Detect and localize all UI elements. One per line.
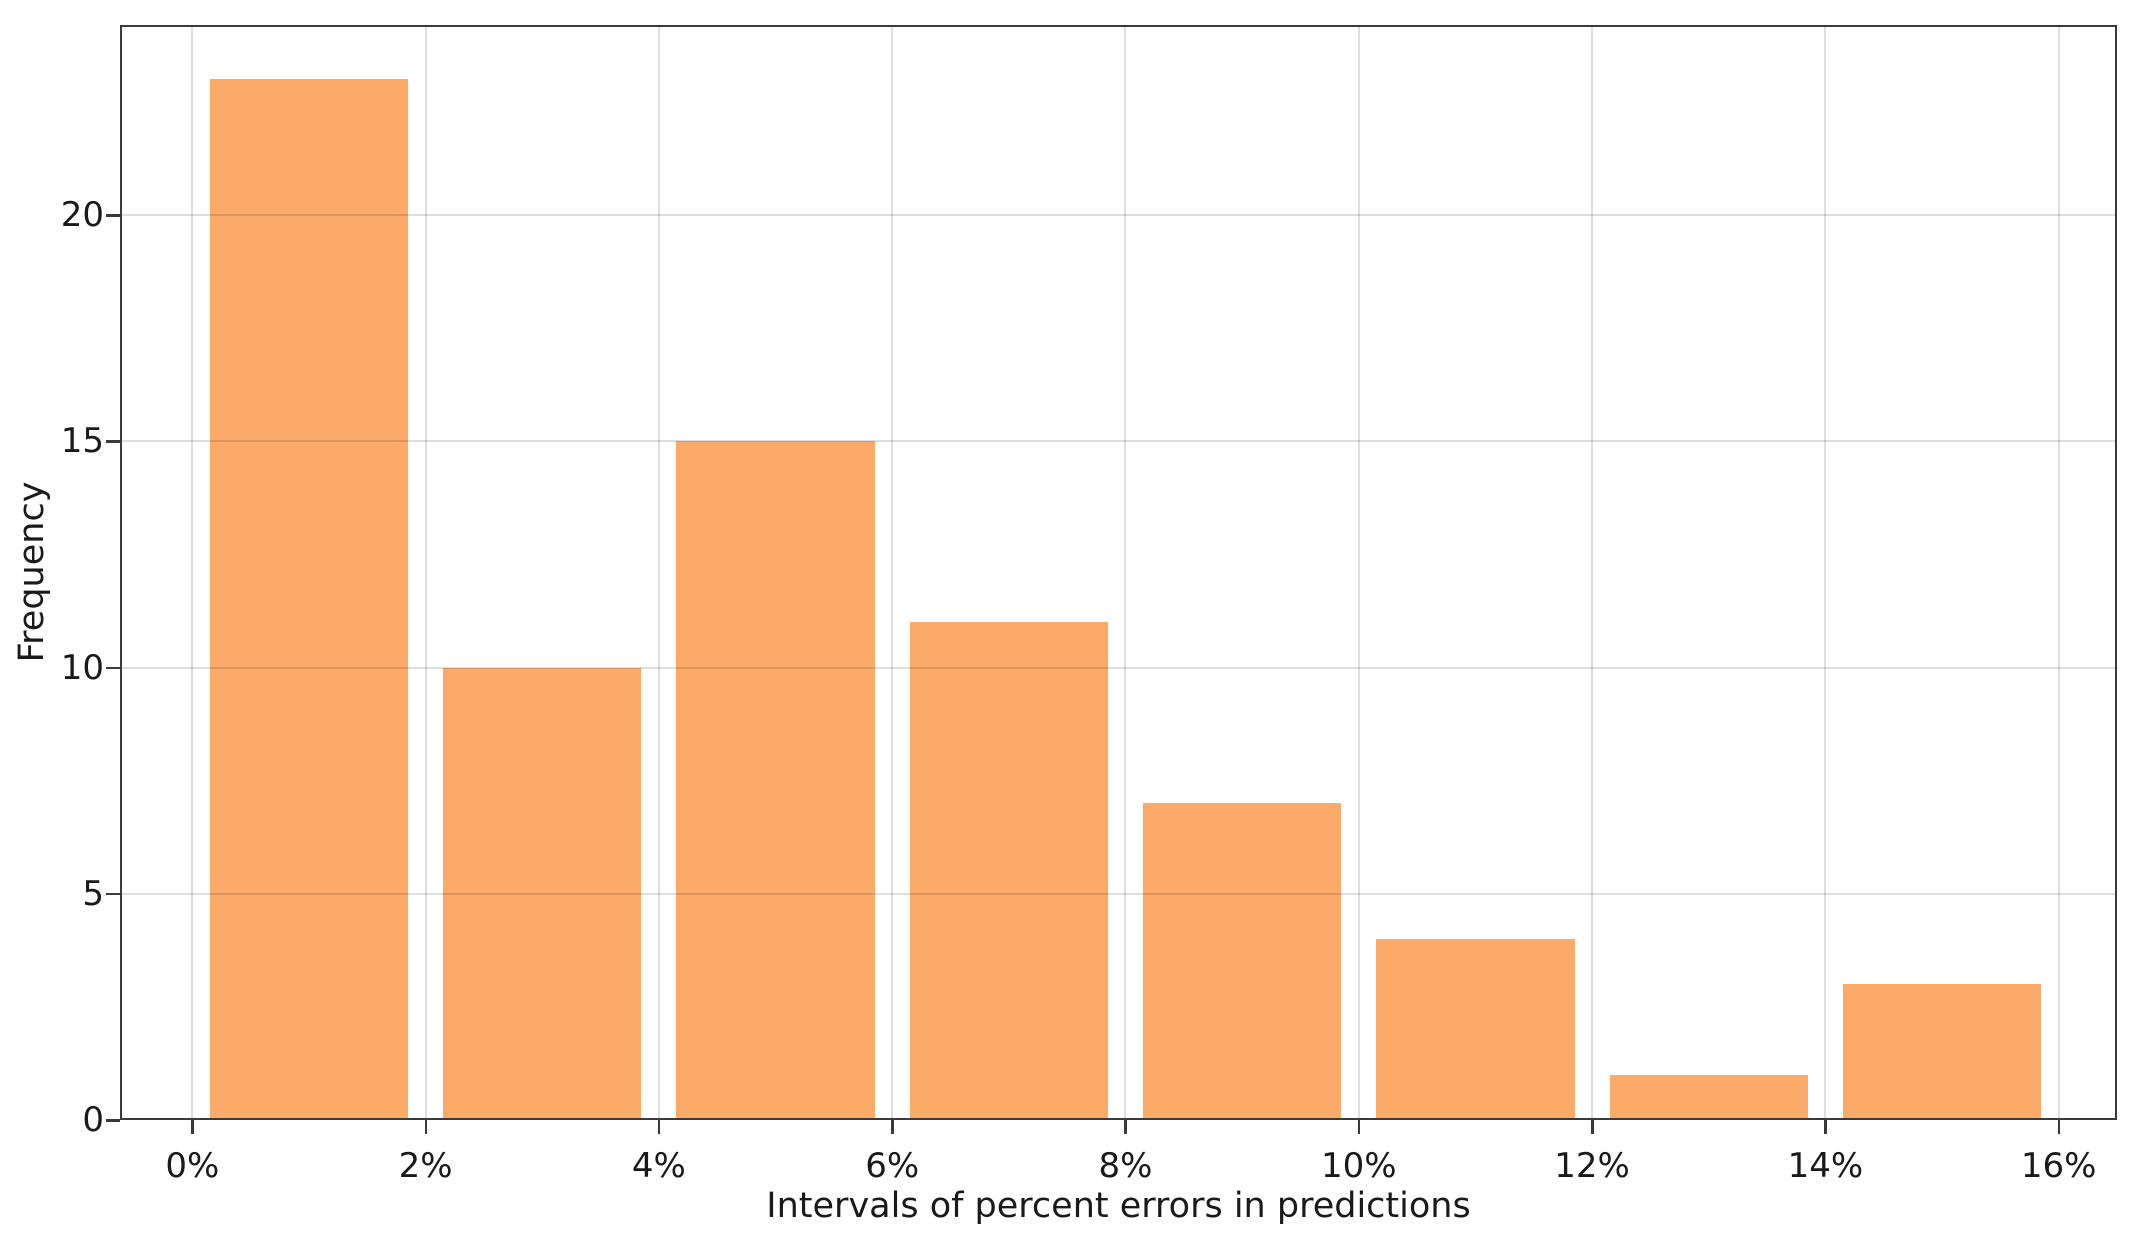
x-tick-mark bbox=[1357, 1120, 1361, 1134]
x-gridline bbox=[191, 25, 194, 1120]
plot-area bbox=[120, 25, 2117, 1120]
histogram-bar bbox=[1142, 803, 1342, 1120]
histogram-bar bbox=[209, 79, 409, 1120]
y-tick-mark bbox=[106, 214, 120, 217]
x-tick-mark bbox=[2057, 1120, 2061, 1134]
y-gridline bbox=[120, 666, 2117, 669]
x-tick-label: 0% bbox=[165, 1146, 220, 1186]
y-tick-label: 15 bbox=[60, 421, 104, 462]
x-tick-label: 14% bbox=[1787, 1146, 1864, 1186]
x-tick-mark bbox=[1591, 1120, 1594, 1134]
histogram-bar bbox=[1376, 939, 1575, 1120]
y-tick-label: 10 bbox=[60, 647, 104, 688]
x-tick-mark bbox=[891, 1120, 894, 1134]
x-tick-label: 16% bbox=[2020, 1146, 2097, 1186]
x-gridline bbox=[657, 25, 660, 1120]
x-tick-label: 4% bbox=[631, 1146, 686, 1186]
histogram-bar bbox=[676, 441, 875, 1120]
y-tick-mark bbox=[106, 892, 120, 896]
y-tick-mark bbox=[106, 440, 120, 443]
x-gridline bbox=[1824, 25, 1827, 1120]
y-gridline bbox=[120, 214, 2117, 217]
y-tick-label: 20 bbox=[60, 195, 104, 236]
x-tick-mark bbox=[1124, 1120, 1127, 1134]
x-tick-label: 10% bbox=[1320, 1146, 1397, 1186]
x-tick-mark bbox=[1824, 1120, 1827, 1134]
x-tick-mark bbox=[191, 1120, 194, 1134]
x-gridline bbox=[1357, 25, 1360, 1120]
histogram-bar bbox=[443, 667, 642, 1120]
x-gridline bbox=[2057, 25, 2060, 1120]
x-tick-label: 2% bbox=[398, 1146, 453, 1186]
x-axis-title: Intervals of percent errors in predictio… bbox=[766, 1186, 1471, 1226]
y-tick-mark bbox=[106, 1119, 120, 1122]
x-tick-mark bbox=[657, 1120, 661, 1134]
axes-spines bbox=[120, 25, 2117, 1120]
x-tick-mark bbox=[424, 1120, 428, 1134]
y-gridline bbox=[120, 892, 2117, 895]
x-tick-label: 12% bbox=[1554, 1146, 1630, 1186]
x-gridline bbox=[1124, 25, 1127, 1120]
histogram-bar bbox=[1842, 984, 2042, 1120]
x-tick-label: 6% bbox=[865, 1146, 920, 1186]
x-gridline bbox=[424, 25, 427, 1120]
x-gridline bbox=[1591, 25, 1594, 1120]
x-gridline bbox=[891, 25, 894, 1120]
y-tick-mark bbox=[106, 666, 120, 670]
x-tick-label: 8% bbox=[1098, 1146, 1153, 1186]
y-tick-label: 0 bbox=[82, 1100, 104, 1140]
y-axis-title: Frequency bbox=[12, 481, 52, 663]
y-gridline bbox=[120, 440, 2117, 443]
y-tick-label: 5 bbox=[82, 873, 104, 914]
histogram-bar bbox=[1609, 1074, 1808, 1120]
histogram-bar bbox=[909, 622, 1108, 1120]
